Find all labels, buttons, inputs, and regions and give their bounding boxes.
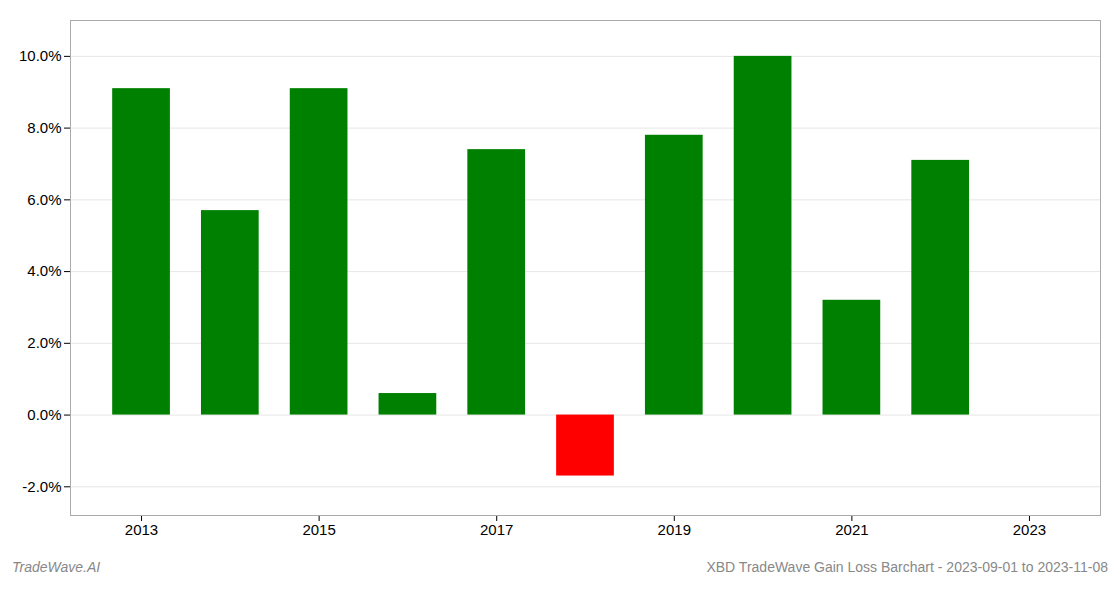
svg-text:4.0%: 4.0% bbox=[27, 262, 61, 279]
svg-text:2019: 2019 bbox=[658, 521, 691, 538]
svg-text:2.0%: 2.0% bbox=[27, 334, 61, 351]
svg-text:8.0%: 8.0% bbox=[27, 119, 61, 136]
svg-text:2017: 2017 bbox=[480, 521, 513, 538]
svg-text:2023: 2023 bbox=[1013, 521, 1046, 538]
svg-text:-2.0%: -2.0% bbox=[22, 478, 61, 495]
html-text:TradeWave.AI: TradeWave.AI bbox=[12, 559, 101, 575]
svg-text:10.0%: 10.0% bbox=[19, 47, 62, 64]
html-text:XBD TradeWave Gain Loss Barcha: XBD TradeWave Gain Loss Barchart - 2023-… bbox=[706, 559, 1108, 575]
svg-text:2021: 2021 bbox=[835, 521, 868, 538]
svg-text:6.0%: 6.0% bbox=[27, 191, 61, 208]
svg-text:0.0%: 0.0% bbox=[27, 406, 61, 423]
svg-text:2015: 2015 bbox=[302, 521, 335, 538]
svg-text:2013: 2013 bbox=[125, 521, 158, 538]
